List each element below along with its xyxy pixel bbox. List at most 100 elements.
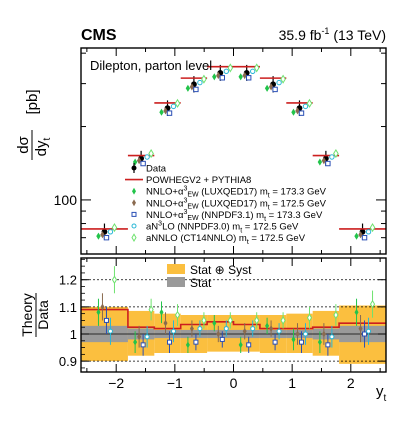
ratio-point (366, 328, 372, 334)
legend-text-part: EW (187, 203, 199, 210)
prediction-point (302, 103, 309, 110)
legend-text-part: NNLO+α (146, 187, 184, 198)
ratio-point (111, 275, 118, 285)
legend-text-part: 3 (183, 197, 187, 204)
legend-entry: POWHEGV2 + PYTHIA8 (125, 175, 251, 186)
legend-text-part: EW (187, 215, 199, 222)
legend-text-part: = 173.3 GeV (266, 210, 323, 221)
prediction-point (103, 234, 110, 241)
ratio-point (280, 316, 286, 325)
ratio-point (362, 331, 368, 337)
prediction-point (321, 156, 327, 165)
ratio-prediction-step (81, 308, 386, 330)
legend-label: aNNLO (CT14NNLO) mt = 172.5 GeV (146, 233, 306, 246)
legend-entry: Data (131, 163, 167, 175)
ratio-point (254, 316, 260, 325)
legend-text-part: 3 (158, 221, 162, 228)
legend-entry: aN3LO (NNPDF3.0) mt = 172.5 GeV (131, 221, 299, 235)
ratio-legend-entry: Stat ⊕ Syst (167, 263, 252, 277)
main-y-label: dσ dyt [pb] (15, 89, 53, 160)
ratio-legend-label: Stat (190, 276, 212, 290)
ratio-point (107, 328, 113, 334)
svg-text:dσ: dσ (15, 135, 32, 153)
svg-text:Data: Data (35, 300, 51, 330)
legend-entry: NNLO+α3EW (NNPDF3.1) mt = 173.3 GeV (131, 209, 323, 223)
prediction-point (166, 110, 173, 116)
prediction-point (136, 156, 142, 165)
legend-text-part: t (268, 204, 270, 211)
legend-label: POWHEGV2 + PYTHIA8 (146, 175, 251, 186)
ratio-point (159, 308, 164, 316)
ratio-point (227, 316, 233, 325)
legend-text-part: POWHEGV2 + PYTHIA8 (146, 175, 251, 186)
prediction-point (242, 71, 247, 80)
ratio-point (193, 339, 199, 345)
legend-text-part: = 172.5 GeV (242, 222, 299, 233)
ratio-point (269, 325, 274, 332)
main-series-2 (96, 73, 359, 240)
legend-entry: NNLO+α3EW (LUXQED17) mt = 172.5 GeV (132, 197, 327, 211)
prediction-point (159, 108, 164, 116)
ratio-point (295, 330, 300, 338)
prediction-point (201, 74, 207, 84)
ratio-point (238, 341, 243, 349)
prediction-point (329, 154, 335, 160)
ratio-point (212, 319, 217, 327)
x-tick-label: 1 (288, 375, 296, 391)
ratio-legend-swatch (167, 277, 185, 287)
ratio-point (201, 316, 207, 325)
ratio-point (250, 326, 256, 332)
ratio-point (276, 328, 282, 334)
svg-text:Theory: Theory (19, 293, 35, 337)
prediction-point (369, 223, 376, 233)
prediction-point (361, 234, 368, 241)
legend-text-part: NNLO+α (146, 210, 184, 221)
ratio-point (133, 338, 138, 346)
ratio-point (302, 331, 308, 337)
prediction-point (197, 79, 203, 86)
prediction-point (193, 86, 199, 93)
legend-entry: NNLO+α3EW (LUXQED17) mt = 173.3 GeV (132, 186, 327, 200)
ratio-legend-swatch (167, 264, 185, 274)
x-tick-label: −1 (167, 375, 183, 391)
ratio-series-1 (96, 298, 359, 353)
prediction-point (276, 79, 282, 86)
prediction-point (280, 74, 286, 84)
legend-label: aN3LO (NNPDF3.0) mt = 172.5 GeV (146, 221, 299, 235)
legend-marker (132, 199, 136, 207)
legend-label: Data (146, 164, 167, 175)
prediction-point (216, 71, 221, 80)
prediction-point (253, 63, 260, 73)
ratio-point (325, 342, 331, 348)
legend-text-part: LO (NNPDF3.0) m (162, 222, 240, 233)
figure-header: CMS 35.9 fb-1 (13 TeV) (81, 26, 386, 44)
main-series-4 (103, 75, 368, 241)
ratio-point (306, 313, 313, 323)
legend-marker (132, 187, 136, 195)
main-panel: Dilepton, parton level dσ dyt [pb] 100 D… (15, 47, 387, 255)
ratio-series-0 (81, 308, 386, 330)
legend-text-part: aNNLO (CT14NNLO) m (146, 233, 247, 244)
legend-text-part: t (268, 193, 270, 200)
ratio-point (167, 339, 173, 345)
legend-label: NNLO+α3EW (LUXQED17) mt = 173.3 GeV (146, 186, 327, 200)
legend-text-part: (NNPDF3.1) m (199, 210, 265, 221)
prediction-point (295, 107, 300, 115)
ratio-point (140, 342, 146, 348)
legend-text-part: t (264, 216, 266, 223)
main-y-axis: dσ dyt [pb] 100 (15, 48, 386, 255)
ratio-point (185, 341, 190, 349)
svg-text:dyt: dyt (33, 137, 53, 156)
legend-text-part: t (240, 228, 242, 235)
legend-marker (131, 233, 137, 242)
ratio-frame (80, 257, 387, 373)
prediction-point (365, 229, 372, 235)
prediction-point (100, 231, 105, 239)
prediction-point (264, 84, 270, 92)
ratio-point (96, 308, 101, 316)
ratio-point (163, 319, 168, 327)
prediction-point (298, 110, 305, 116)
prediction-point (212, 73, 217, 81)
